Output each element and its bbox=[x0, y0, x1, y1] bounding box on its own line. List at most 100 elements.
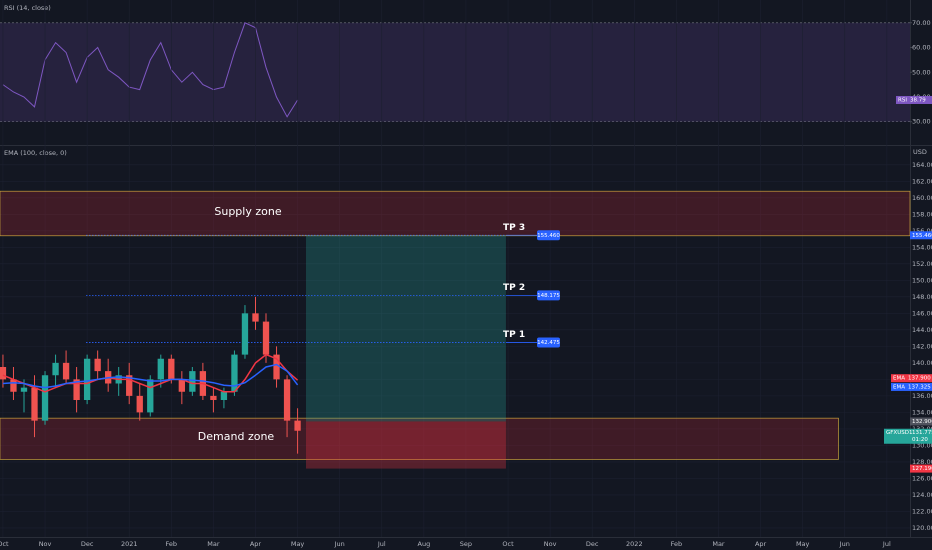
y-tick-label: 30.00 bbox=[912, 118, 931, 126]
target-tag bbox=[537, 230, 560, 241]
candle-body bbox=[231, 354, 238, 392]
candle-body bbox=[0, 366, 7, 380]
zone-label: Demand zone bbox=[198, 430, 275, 443]
ema-tag-name: EMA bbox=[893, 376, 905, 382]
y-tick-label: 124.000 bbox=[912, 491, 932, 499]
rsi-tag-value: 38.79 bbox=[910, 97, 926, 103]
x-tick-label: Oct bbox=[502, 540, 514, 548]
y-tick-label: 126.000 bbox=[912, 474, 932, 482]
candle-body bbox=[126, 375, 133, 396]
y-tick-label: 148.000 bbox=[912, 293, 932, 301]
x-tick-label: Aug bbox=[418, 540, 431, 548]
y-tick-label: 152.000 bbox=[912, 260, 932, 268]
target-tag-value: 148.175 bbox=[537, 293, 560, 299]
candle-body bbox=[73, 379, 80, 401]
target-tag-value: 142.475 bbox=[537, 340, 560, 346]
entry-tag bbox=[910, 417, 932, 426]
candle-body bbox=[147, 379, 154, 413]
y-tick-label: 142.000 bbox=[912, 342, 932, 350]
candle-body bbox=[273, 354, 280, 380]
y-tick-label: 150.000 bbox=[912, 276, 932, 284]
x-tick-label: Apr bbox=[755, 540, 767, 548]
y-tick-label: 60.00 bbox=[912, 44, 931, 52]
currency: USD bbox=[913, 148, 927, 156]
candle-body bbox=[241, 313, 249, 355]
candle-body bbox=[41, 375, 49, 421]
candle-body bbox=[10, 379, 17, 392]
ema-tag-name: EMA bbox=[893, 384, 905, 390]
candle-body bbox=[20, 387, 28, 392]
y-tick-label: 160.000 bbox=[912, 194, 932, 202]
ema-tag-value: 137.900 bbox=[908, 376, 931, 382]
candle-body bbox=[189, 371, 196, 392]
last-symbol: GFXUSD1 bbox=[886, 430, 912, 436]
target-area bbox=[305, 235, 506, 422]
ema-tag bbox=[891, 382, 932, 391]
candle-body bbox=[83, 358, 91, 401]
candle-body bbox=[52, 362, 59, 376]
candle-body bbox=[31, 387, 38, 421]
ema-tag-value: 137.325 bbox=[908, 384, 931, 390]
target-price-tag bbox=[910, 231, 932, 240]
rsi-tag-name: RSI bbox=[898, 97, 907, 103]
zone bbox=[0, 190, 911, 237]
y-tick-label: 70.00 bbox=[912, 19, 931, 27]
y-tick-label: 164.000 bbox=[912, 161, 932, 169]
x-tick-label: Dec bbox=[586, 540, 599, 548]
candle-body bbox=[262, 321, 270, 355]
target-label: TP 3 bbox=[503, 223, 525, 233]
x-tick-label: May bbox=[291, 540, 305, 548]
x-tick-label: Oct bbox=[0, 540, 9, 548]
target-label: TP 1 bbox=[503, 330, 525, 340]
rsi-line bbox=[2, 22, 299, 118]
main-title: EMA (100, close, 0) bbox=[4, 149, 67, 157]
y-tick-label: 120.000 bbox=[912, 524, 932, 532]
x-tick-label: Feb bbox=[671, 540, 683, 548]
target-price-tag-value: 155.460 bbox=[912, 233, 932, 239]
stop-tag bbox=[910, 464, 932, 473]
candle-body bbox=[94, 358, 101, 372]
last-price-tag bbox=[884, 428, 932, 444]
y-tick-label: 122.000 bbox=[912, 507, 932, 515]
x-tick-label: Mar bbox=[207, 540, 220, 548]
candle-body bbox=[178, 379, 185, 392]
last-value: 131.775 bbox=[912, 430, 932, 436]
last-time: 01:20 bbox=[912, 437, 928, 443]
rsi-tag bbox=[896, 95, 932, 104]
rsi-band bbox=[0, 22, 910, 122]
candle-body bbox=[136, 395, 143, 413]
stop-area bbox=[305, 421, 506, 469]
target-tag bbox=[537, 337, 560, 348]
x-tick-label: Jun bbox=[839, 540, 850, 548]
y-tick-label: 50.00 bbox=[912, 68, 931, 76]
x-tick-label: 2021 bbox=[121, 540, 138, 548]
x-tick-label: Feb bbox=[166, 540, 178, 548]
ema-tag bbox=[891, 374, 932, 383]
x-tick-label: Jun bbox=[334, 540, 345, 548]
target-tag-value: 155.460 bbox=[537, 233, 560, 239]
candle-body bbox=[283, 379, 291, 421]
y-tick-label: 134.000 bbox=[912, 408, 932, 416]
y-tick-label: 154.000 bbox=[912, 243, 932, 251]
target-tag bbox=[537, 290, 560, 301]
x-tick-label: Jul bbox=[377, 540, 386, 548]
zone-label: Supply zone bbox=[214, 205, 281, 218]
x-tick-label: Mar bbox=[712, 540, 725, 548]
y-tick-label: 128.000 bbox=[912, 458, 932, 466]
x-tick-label: Sep bbox=[460, 540, 472, 548]
x-tick-label: May bbox=[796, 540, 810, 548]
x-tick-label: Dec bbox=[81, 540, 94, 548]
x-tick-label: Nov bbox=[39, 540, 52, 548]
y-tick-label: 130.000 bbox=[912, 441, 932, 449]
candle-body bbox=[62, 362, 70, 380]
y-tick-label: 158.000 bbox=[912, 210, 932, 218]
entry-tag-value: 132.900 bbox=[912, 419, 932, 425]
x-tick-label: 2022 bbox=[626, 540, 643, 548]
y-tick-label: 136.000 bbox=[912, 392, 932, 400]
candle-body bbox=[210, 395, 217, 401]
zone bbox=[0, 417, 839, 460]
stop-tag-value: 127.190 bbox=[912, 466, 932, 472]
y-tick-label: 144.000 bbox=[912, 326, 932, 334]
candle-body bbox=[168, 358, 175, 380]
